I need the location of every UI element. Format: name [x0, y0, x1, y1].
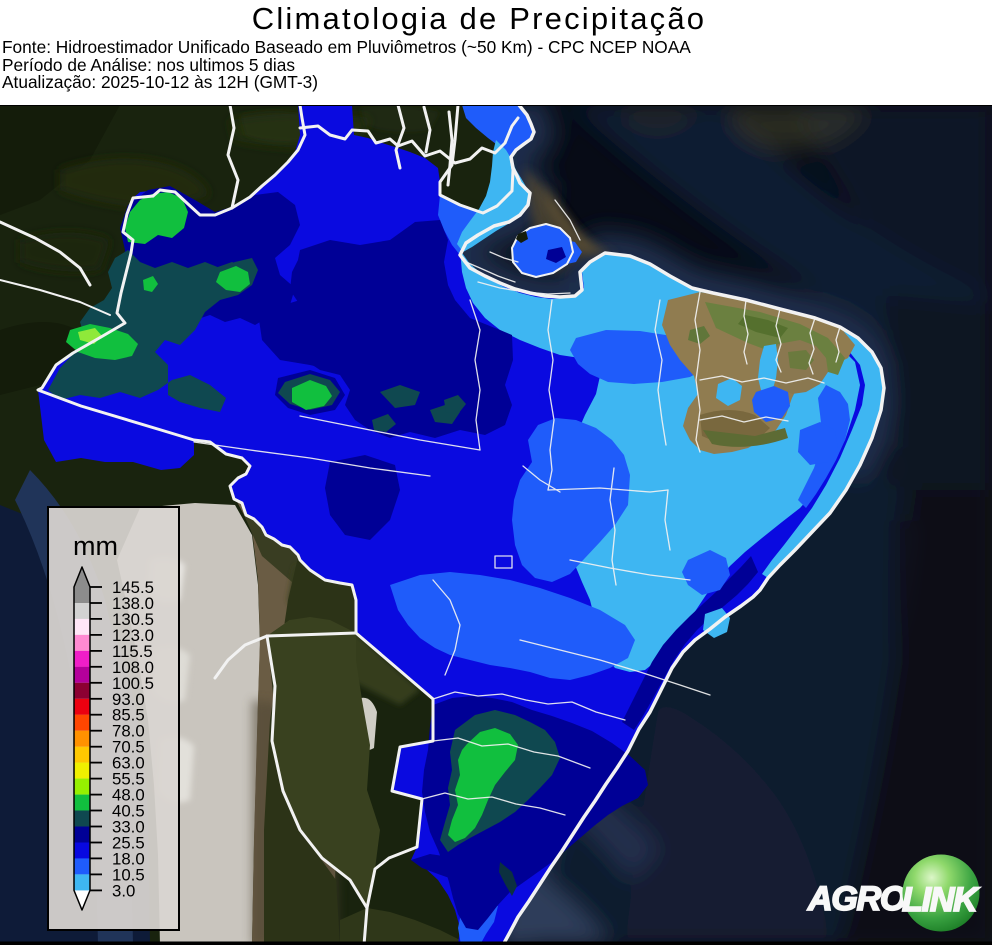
svg-text:25.5: 25.5: [112, 834, 145, 853]
svg-text:145.5: 145.5: [112, 578, 154, 597]
svg-text:115.5: 115.5: [112, 642, 153, 661]
svg-text:123.0: 123.0: [112, 626, 154, 645]
svg-text:85.5: 85.5: [112, 706, 145, 725]
svg-text:55.5: 55.5: [112, 770, 145, 789]
svg-text:AGRO: AGRO: [807, 880, 906, 918]
svg-text:108.0: 108.0: [112, 658, 154, 677]
svg-text:138.0: 138.0: [112, 594, 154, 613]
svg-text:93.0: 93.0: [112, 690, 145, 709]
svg-text:18.0: 18.0: [112, 849, 145, 868]
svg-text:63.0: 63.0: [112, 754, 145, 773]
svg-text:48.0: 48.0: [112, 786, 145, 805]
svg-text:70.5: 70.5: [112, 738, 145, 757]
svg-text:40.5: 40.5: [112, 802, 145, 821]
svg-text:3.0: 3.0: [112, 881, 135, 900]
svg-text:LINK: LINK: [902, 881, 980, 919]
svg-text:33.0: 33.0: [112, 818, 145, 837]
svg-text:mm: mm: [73, 531, 118, 561]
svg-text:130.5: 130.5: [112, 610, 154, 629]
svg-text:78.0: 78.0: [112, 722, 145, 741]
svg-text:100.5: 100.5: [112, 674, 154, 693]
svg-text:10.5: 10.5: [112, 865, 145, 884]
